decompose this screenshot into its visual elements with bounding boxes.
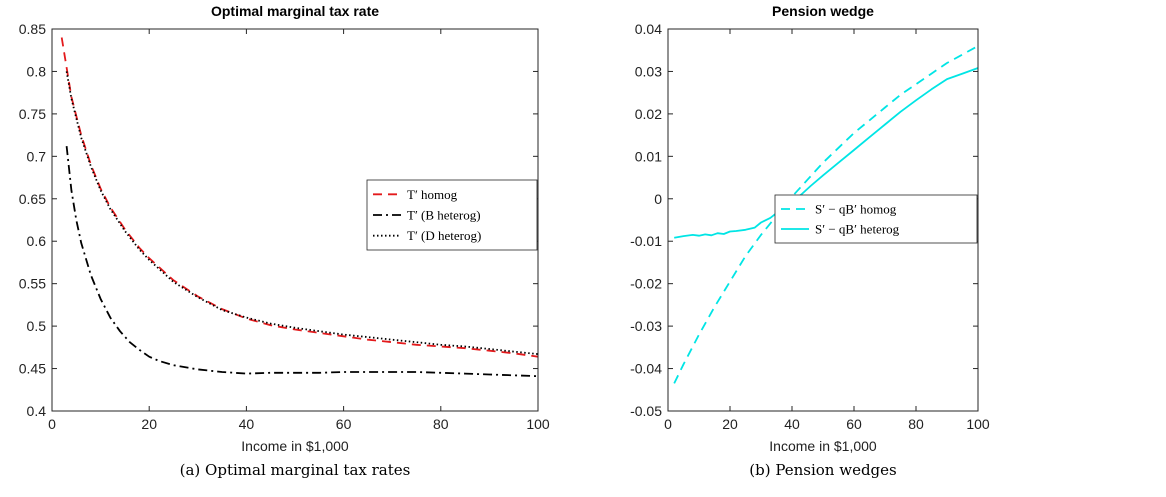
pension-wedge-ytick-label: -0.03 bbox=[630, 318, 662, 334]
tax-rate-legend-label-1: T′ (B heterog) bbox=[407, 208, 481, 223]
pension-wedge-ytick-label: -0.02 bbox=[630, 276, 662, 292]
caption-a: (a) Optimal marginal tax rates bbox=[180, 461, 411, 479]
pension-wedge-legend-box bbox=[774, 194, 978, 244]
pension-wedge-series-line-0 bbox=[673, 45, 979, 384]
tax-rate-ytick-label: 0.8 bbox=[27, 63, 47, 79]
pension-wedge-ytick-label: 0.04 bbox=[635, 21, 662, 37]
tax-rate-chart-title: Optimal marginal tax rate bbox=[211, 3, 379, 19]
tax-rate-ytick-label: 0.85 bbox=[19, 21, 46, 37]
tax-rate-series-line-2 bbox=[65, 71, 539, 355]
tax-rate-chart-legend: T′ homog T′ (B heterog) T′ (D heterog) bbox=[366, 179, 538, 251]
pension-wedge-xtick-label: 20 bbox=[722, 416, 738, 432]
pension-wedge-ytick-label: 0.02 bbox=[635, 106, 662, 122]
tax-rate-chart-xlabel: Income in $1,000 bbox=[241, 438, 349, 454]
tax-rate-chart-ticks: 0 20 40 60 80 100 0.4 0.45 0.5 0.55 0.6 0.65 0.7 0.75… bbox=[19, 21, 550, 432]
pension-wedge-chart: Pension wedge Income in $1,000 0 20 40 60 80… bbox=[630, 3, 990, 454]
pension-wedge-legend-label-0: S′ − qB′ homog bbox=[815, 202, 897, 217]
pension-wedge-chart-frame bbox=[667, 28, 979, 412]
pension-wedge-ytick-label: 0 bbox=[654, 191, 662, 207]
tax-rate-ytick-label: 0.7 bbox=[27, 148, 47, 164]
pension-wedge-ytick-label: -0.05 bbox=[630, 403, 662, 419]
pension-wedge-xtick-label: 0 bbox=[664, 416, 672, 432]
tax-rate-ytick-label: 0.45 bbox=[19, 361, 46, 377]
tax-rate-xtick-label: 100 bbox=[526, 416, 550, 432]
tax-rate-ytick-label: 0.5 bbox=[27, 318, 47, 334]
pension-wedge-ytick-label: -0.01 bbox=[630, 233, 662, 249]
tax-rate-xtick-label: 40 bbox=[239, 416, 255, 432]
tax-rate-legend-label-2: T′ (D heterog) bbox=[407, 228, 481, 243]
pension-wedge-xtick-label: 80 bbox=[908, 416, 924, 432]
tax-rate-xtick-label: 80 bbox=[433, 416, 449, 432]
tax-rate-chart-series bbox=[60, 37, 539, 378]
tax-rate-ytick-label: 0.75 bbox=[19, 106, 46, 122]
pension-wedge-legend-label-1: S′ − qB′ heterog bbox=[815, 222, 900, 237]
pension-wedge-xtick-label: 40 bbox=[784, 416, 800, 432]
pension-wedge-ytick-label: -0.04 bbox=[630, 361, 662, 377]
tax-rate-ytick-label: 0.55 bbox=[19, 276, 46, 292]
pension-wedge-xtick-label: 100 bbox=[966, 416, 990, 432]
tax-rate-series-line-0 bbox=[60, 37, 539, 358]
tax-rate-ytick-label: 0.6 bbox=[27, 233, 47, 249]
tax-rate-chart-frame bbox=[51, 28, 539, 412]
pension-wedge-chart-legend: S′ − qB′ homog S′ − qB′ heterog bbox=[774, 194, 978, 244]
tax-rate-legend-label-0: T′ homog bbox=[407, 187, 458, 202]
caption-b: (b) Pension wedges bbox=[749, 461, 896, 479]
tax-rate-xtick-label: 0 bbox=[48, 416, 56, 432]
pension-wedge-ytick-label: 0.01 bbox=[635, 148, 662, 164]
tax-rate-xtick-label: 60 bbox=[336, 416, 352, 432]
tax-rate-chart: Optimal marginal tax rate Income in $1,0… bbox=[19, 3, 550, 454]
tax-rate-series-line-1 bbox=[65, 146, 539, 378]
pension-wedge-chart-title: Pension wedge bbox=[772, 3, 874, 19]
pension-wedge-chart-xlabel: Income in $1,000 bbox=[769, 438, 877, 454]
tax-rate-xtick-label: 20 bbox=[141, 416, 157, 432]
pension-wedge-xtick-label: 60 bbox=[846, 416, 862, 432]
pension-wedge-ytick-label: 0.03 bbox=[635, 63, 662, 79]
tax-rate-ytick-label: 0.4 bbox=[27, 403, 47, 419]
tax-rate-ytick-label: 0.65 bbox=[19, 191, 46, 207]
